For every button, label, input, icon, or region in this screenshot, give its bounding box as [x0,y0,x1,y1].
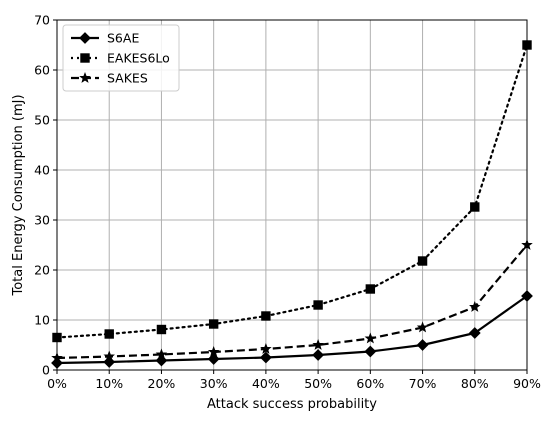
y-tick-label: 60 [34,63,50,78]
y-tick-label: 20 [34,263,50,278]
y-tick-label: 50 [34,113,50,128]
x-tick-label: 30% [200,376,228,391]
legend-item-eakes6lo: EAKES6Lo [71,51,170,66]
series-eakes6lo-point [313,300,323,310]
y-axis-label: Total Energy Consumption (mJ) [11,94,26,296]
plot-frame [56,19,528,371]
series-eakes6lo-point [470,202,480,212]
x-tick-label: 80% [461,376,489,391]
series-eakes6lo-point [208,319,219,329]
series-s6ae-point [259,351,272,364]
x-axis-label: Attack success probability [207,397,377,412]
series-s6ae-point [207,353,220,365]
series-eakes6lo-point [365,284,376,294]
x-tick-label: 70% [409,376,437,391]
series-sakes-point [207,345,220,357]
y-tick-label: 0 [42,363,50,378]
legend-item-s6ae: S6AE [71,31,139,46]
series-eakes6lo-point [104,329,114,339]
series-sakes [51,238,533,363]
x-tick-label: 20% [148,376,176,391]
axis-ticks: 0% 10% 20% 30% 40% 50% 60% 70% 80% 90% 0 10 20 30 40 50… [34,13,541,392]
series-line-sakes [56,244,528,360]
series-sakes-point [155,348,168,360]
series-sakes-point [312,338,324,350]
y-tick-label: 30 [34,213,50,228]
series-s6ae-point [416,339,429,351]
plot-series [51,40,533,369]
series-sakes-point [364,332,377,344]
legend-eakes6lo-point [80,53,90,63]
legend-s6ae-point [79,32,91,44]
series-s6ae-point [312,349,325,361]
legend-item-sakes: SAKES [71,71,148,86]
series-sakes-point [103,350,115,362]
y-tick-label: 10 [34,313,50,328]
x-tick-label: 90% [513,376,541,391]
series-eakes6lo-point [261,311,271,321]
x-tick-label: 60% [356,376,384,391]
series-s6ae-point [468,327,481,339]
legend-label-s6ae: S6AE [107,31,139,46]
x-tick-label: 40% [252,376,280,391]
y-tick-label: 70 [34,13,50,28]
series-sakes-point [469,300,481,312]
legend-label-eakes6lo: EAKES6Lo [107,51,170,66]
legend: S6AE EAKES6Lo SAKES [62,24,180,92]
series-eakes6lo-point [156,324,167,335]
y-tick-label: 40 [34,163,50,178]
x-tick-label: 50% [304,376,332,391]
series-eakes6lo-point [417,256,428,266]
series-line-eakes6lo [55,43,529,339]
series-line-s6ae [56,295,528,365]
legend-sakes-point [79,71,91,83]
series-s6ae-point [364,345,377,358]
series-sakes-point [416,321,429,333]
series-sakes-point [260,342,272,354]
legend-box [62,24,180,92]
x-tick-label: 10% [95,376,123,391]
x-tick-label: 0% [47,376,67,391]
legend-label-sakes: SAKES [107,71,148,86]
